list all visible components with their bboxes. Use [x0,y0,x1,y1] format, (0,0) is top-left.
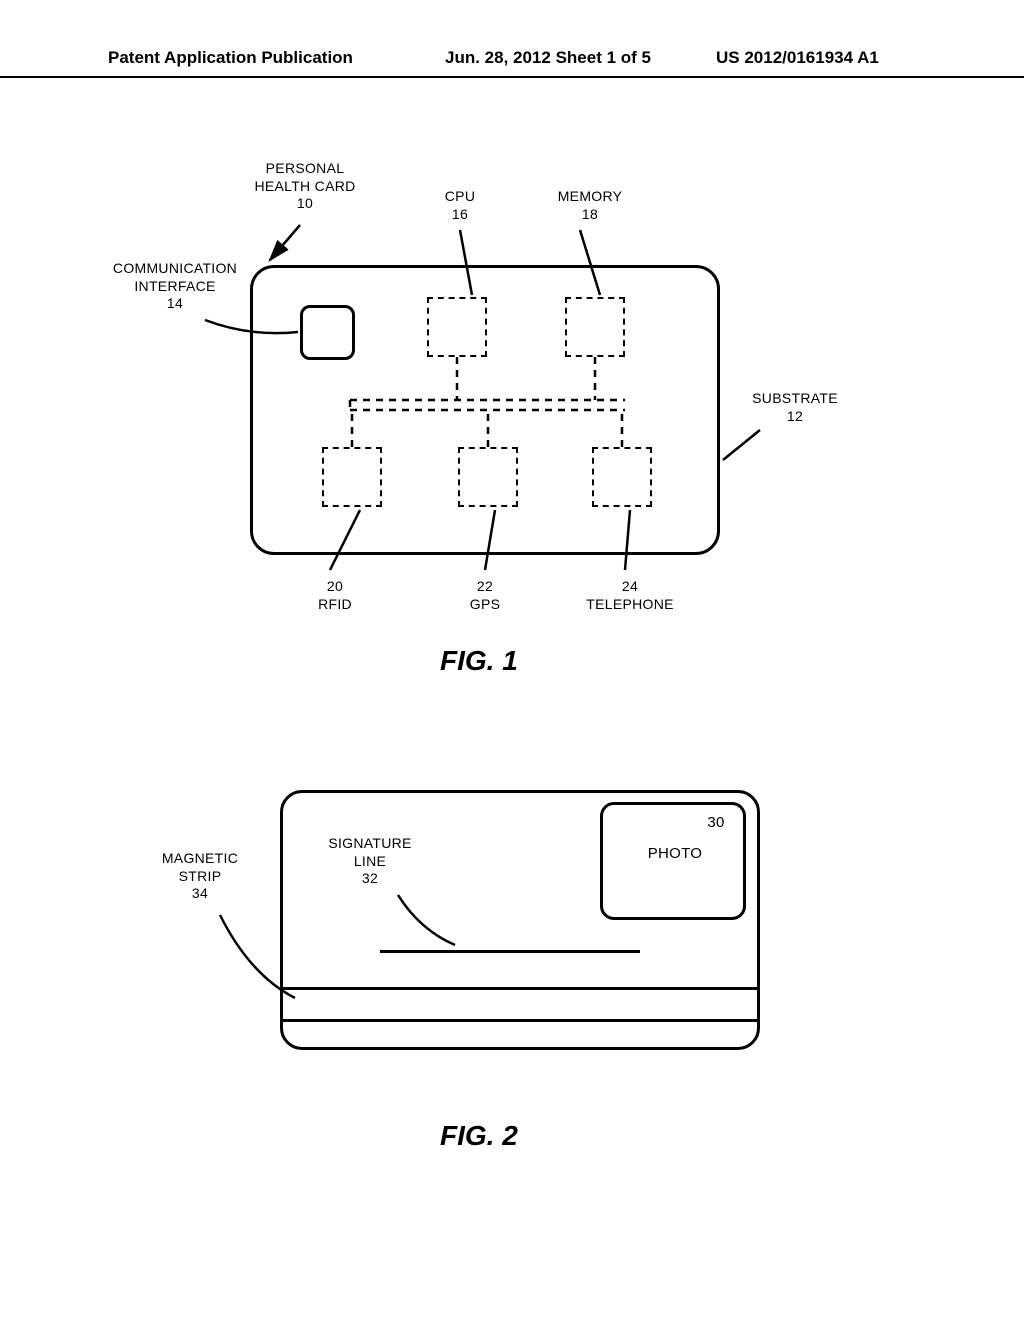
label-health-card: PERSONALHEALTH CARD10 [225,160,385,213]
label-comm-interface: COMMUNICATIONINTERFACE14 [95,260,255,313]
header-doc-number: US 2012/0161934 A1 [716,48,879,68]
box-rfid [322,447,382,507]
box-comm-interface [300,305,355,360]
label-substrate: SUBSTRATE12 [735,390,855,425]
label-cpu: CPU16 [425,188,495,223]
header-date-sheet: Jun. 28, 2012 Sheet 1 of 5 [445,48,651,68]
fig1-caption: FIG. 1 [440,645,518,677]
figure-1: PERSONALHEALTH CARD10 CPU16 MEMORY18 COM… [0,100,1024,650]
header-publication: Patent Application Publication [108,48,353,68]
label-photo-num: 30 [696,814,736,833]
page-header: Patent Application Publication Jun. 28, … [0,48,1024,78]
magstrip-top-line [283,987,758,990]
magstrip-bot-line [283,1019,758,1022]
box-memory [565,297,625,357]
label-magstrip: MAGNETICSTRIP34 [145,850,255,903]
label-memory: MEMORY18 [540,188,640,223]
signature-line [380,950,640,953]
box-telephone [592,447,652,507]
label-signature: SIGNATURELINE32 [310,835,430,888]
label-rfid: 20RFID [295,578,375,613]
box-cpu [427,297,487,357]
label-photo: PHOTO [640,845,710,864]
figure-2: PHOTO 30 SIGNATURELINE32 MAGNETICSTRIP34… [0,740,1024,1160]
fig2-caption: FIG. 2 [440,1120,518,1152]
label-gps: 22GPS [450,578,520,613]
label-telephone: 24TELEPHONE [570,578,690,613]
box-gps [458,447,518,507]
